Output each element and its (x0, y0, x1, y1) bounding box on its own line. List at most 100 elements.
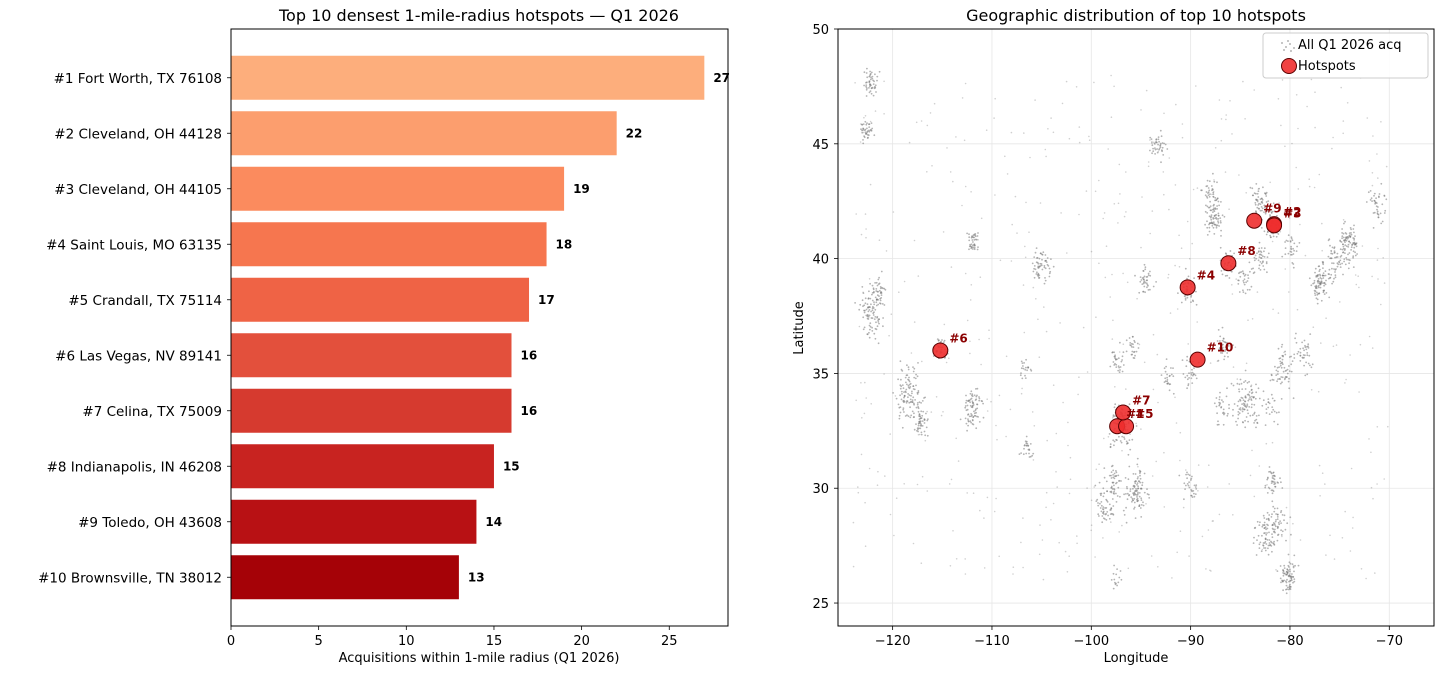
acquisition-point (1299, 223, 1301, 226)
acquisition-point (993, 117, 995, 119)
hotspot-label: #6 (949, 331, 967, 345)
acquisition-point (1163, 142, 1165, 145)
acquisition-point (1121, 524, 1123, 527)
acquisition-point (1339, 248, 1342, 251)
acquisition-point (1136, 483, 1138, 486)
acquisition-point (1207, 529, 1210, 531)
acquisition-point (1110, 521, 1112, 523)
acquisition-point (1315, 297, 1318, 300)
acquisition-point (1041, 268, 1044, 271)
acquisition-point (1231, 293, 1234, 295)
acquisition-point (899, 360, 902, 363)
acquisition-point (1265, 403, 1268, 406)
acquisition-point (1116, 358, 1118, 361)
acquisition-point (1027, 444, 1030, 447)
acquisition-point (1380, 121, 1382, 123)
acquisition-point (864, 501, 866, 504)
acquisition-point (1290, 586, 1292, 588)
acquisition-point (1221, 344, 1223, 346)
acquisition-point (911, 410, 914, 413)
acquisition-point (1263, 211, 1265, 214)
acquisition-point (1099, 492, 1102, 495)
acquisition-point (1288, 356, 1291, 358)
acquisition-point (1376, 153, 1378, 155)
bar-value-label: 19 (573, 182, 590, 196)
acquisition-point (1226, 387, 1228, 390)
acquisition-point (976, 387, 979, 390)
acquisition-point (1142, 290, 1145, 293)
acquisition-point (1179, 431, 1182, 434)
acquisition-point (862, 123, 865, 125)
acquisition-point (1305, 348, 1308, 351)
acquisition-point (1266, 492, 1269, 494)
acquisition-point (1102, 517, 1105, 520)
acquisition-point (873, 332, 876, 335)
acquisition-point (971, 404, 974, 407)
acquisition-point (1197, 490, 1199, 492)
acquisition-point (1148, 409, 1150, 411)
acquisition-point (1185, 469, 1187, 471)
map-chart-y-axis-label: Latitude (792, 301, 807, 355)
acquisition-point (1342, 236, 1345, 239)
acquisition-point (933, 102, 936, 105)
acquisition-point (1226, 274, 1229, 277)
acquisition-point (1131, 438, 1134, 441)
acquisition-point (1324, 483, 1326, 485)
acquisition-point (1278, 357, 1281, 360)
acquisition-point (873, 318, 876, 320)
acquisition-point (1102, 537, 1104, 539)
acquisition-point (1164, 143, 1167, 146)
acquisition-point (905, 381, 907, 384)
acquisition-point (913, 321, 916, 323)
acquisition-point (1189, 257, 1191, 260)
acquisition-point (1298, 242, 1301, 244)
acquisition-point (1056, 486, 1058, 488)
acquisition-point (1206, 205, 1209, 208)
y-tick-label: #7 Celina, TX 75009 (82, 404, 222, 420)
acquisition-point (1067, 444, 1069, 447)
acquisition-point (1046, 439, 1048, 442)
acquisition-point (1126, 486, 1128, 488)
acquisition-point (1344, 510, 1346, 513)
acquisition-point (1307, 362, 1310, 365)
acquisition-point (1352, 255, 1355, 258)
acquisition-point (1113, 406, 1116, 409)
acquisition-point (1141, 283, 1144, 285)
acquisition-point (1280, 581, 1282, 584)
acquisition-point (1309, 333, 1312, 335)
acquisition-point (1336, 252, 1339, 255)
acquisition-point (1271, 411, 1273, 414)
acquisition-point (996, 438, 998, 441)
acquisition-point (1347, 267, 1350, 270)
acquisition-point (876, 75, 879, 78)
acquisition-point (1135, 422, 1137, 425)
acquisition-point (1212, 216, 1215, 219)
acquisition-point (1236, 382, 1239, 385)
acquisition-point (1166, 373, 1168, 376)
acquisition-point (1186, 477, 1188, 480)
acquisition-point (1259, 521, 1261, 524)
acquisition-point (1050, 258, 1052, 260)
acquisition-point (1285, 584, 1288, 587)
acquisition-point (1222, 401, 1224, 403)
hotspot-label: #7 (1132, 393, 1150, 407)
acquisition-point (1168, 383, 1171, 386)
acquisition-point (967, 419, 970, 422)
acquisition-point (1339, 259, 1342, 262)
acquisition-point (855, 213, 857, 215)
acquisition-point (869, 297, 872, 300)
acquisition-point (1244, 405, 1246, 407)
acquisition-point (1216, 412, 1218, 415)
acquisition-point (1112, 469, 1115, 472)
acquisition-point (864, 297, 867, 300)
acquisition-point (1040, 264, 1043, 267)
acquisition-point (1238, 408, 1241, 411)
acquisition-point (1184, 267, 1187, 270)
acquisition-point (869, 328, 871, 331)
acquisition-point (948, 357, 950, 360)
y-tick-label: 30 (812, 482, 829, 497)
acquisition-point (1265, 412, 1268, 414)
acquisition-point (1267, 398, 1270, 400)
acquisition-point (1232, 366, 1235, 368)
acquisition-point (976, 248, 979, 251)
